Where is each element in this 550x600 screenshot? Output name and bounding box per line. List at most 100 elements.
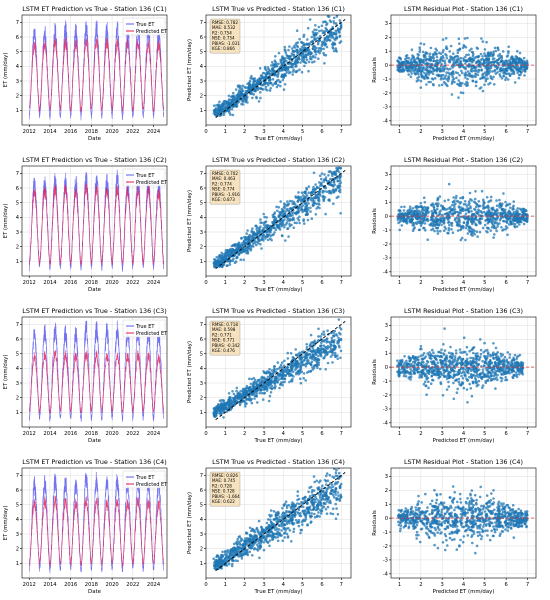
scatter-point [424,51,428,54]
scatter-point [246,95,249,99]
scatter-point [407,212,411,215]
scatter-point [517,57,521,61]
grid [391,166,536,276]
scatter-point [282,76,286,79]
y-tick-label: 6 [16,186,19,192]
scatter-point [448,223,451,227]
scatter-point [447,226,451,230]
scatter-point [441,51,445,54]
x-tick-label: 7 [526,129,529,135]
scatter-point [422,218,426,221]
scatter-point [258,67,262,70]
scatter-point [492,50,495,53]
scatter-point [326,329,329,333]
scatter-point [338,30,341,33]
scatter-point [283,377,287,381]
scatter-point [443,199,447,203]
x-tick-label: 5 [301,431,304,437]
scatter-point [322,340,326,343]
y-tick-label: 1 [16,108,19,114]
scatter-point [241,89,245,93]
scatter-point [336,354,339,357]
scatter-point [406,65,409,69]
scatter-point [483,71,487,74]
scatter-point [474,69,477,72]
scatter-point [308,356,312,360]
scatter-point [311,200,314,203]
scatter-point [291,70,295,73]
scatter-point [508,58,512,62]
y-tick-label: 5 [16,351,19,357]
scatter-point [281,361,284,364]
scatter-point [226,251,229,255]
scatter-point [437,202,440,205]
scatter-point [455,76,458,80]
scatter-point [445,56,449,60]
scatter-point [289,207,292,210]
scatter-point [302,377,306,380]
scatter-point [232,91,235,95]
x-tick-label: 3 [441,280,444,286]
scatter-point [442,229,446,232]
scatter-point [455,216,459,220]
scatter-point [480,211,484,214]
scatter-point [297,196,300,200]
scatter-point [252,376,256,380]
scatter-point [458,47,462,51]
scatter-point [505,203,509,206]
scatter-point [410,72,414,75]
scatter-point [264,385,268,389]
y-tick-label: 7 [16,171,19,177]
scatter-point [516,49,519,53]
scatter-point [276,226,279,229]
y-tick-label: -2 [383,393,388,399]
scatter-point [329,20,333,24]
scatter-point [297,362,301,365]
subplot-7: LSTM ET Prediction vs True - Station 136… [3,307,168,444]
scatter-point [334,33,338,36]
scatter-point [481,55,484,58]
scatter-point [331,361,334,364]
scatter-point [296,51,300,54]
scatter-point [459,209,462,213]
scatter-point [433,77,437,80]
scatter-point [244,246,248,249]
scatter-point [436,232,440,235]
stats-line: R2: 0.754 [212,30,232,35]
y-tick-label: 5 [16,200,19,206]
scatter-point [329,343,332,346]
scatter-point [429,46,433,50]
scatter-point [312,54,315,58]
scatter-point [495,199,498,202]
scatter-point [452,196,455,199]
scatter-point [294,195,297,198]
scatter-point [496,215,500,219]
scatter-point [278,386,281,390]
x-axis-label: Date [88,136,102,142]
y-axis-label: ET (mm/day) [3,53,9,88]
scatter-point [313,195,317,199]
scatter-point [249,382,253,386]
scatter-point [249,89,252,92]
scatter-point [419,86,423,89]
scatter-point [239,85,242,88]
scatter-point [339,24,343,28]
scatter-point [292,226,296,230]
x-tick-label: 2 [243,280,246,286]
x-tick-label: 2020 [106,129,119,135]
plot-frame [390,14,537,126]
scatter-point [398,209,402,212]
scatter-point [250,74,253,78]
scatter-point [416,76,419,80]
scatter-point [248,388,251,391]
scatter-point [292,53,295,57]
scatter-point [312,187,315,191]
scatter-point [270,387,274,391]
scatter-point [493,224,496,227]
scatter-point [325,29,328,32]
scatter-point [216,403,220,406]
scatter-point [339,338,343,342]
y-axis-label: Residuals [372,359,378,385]
